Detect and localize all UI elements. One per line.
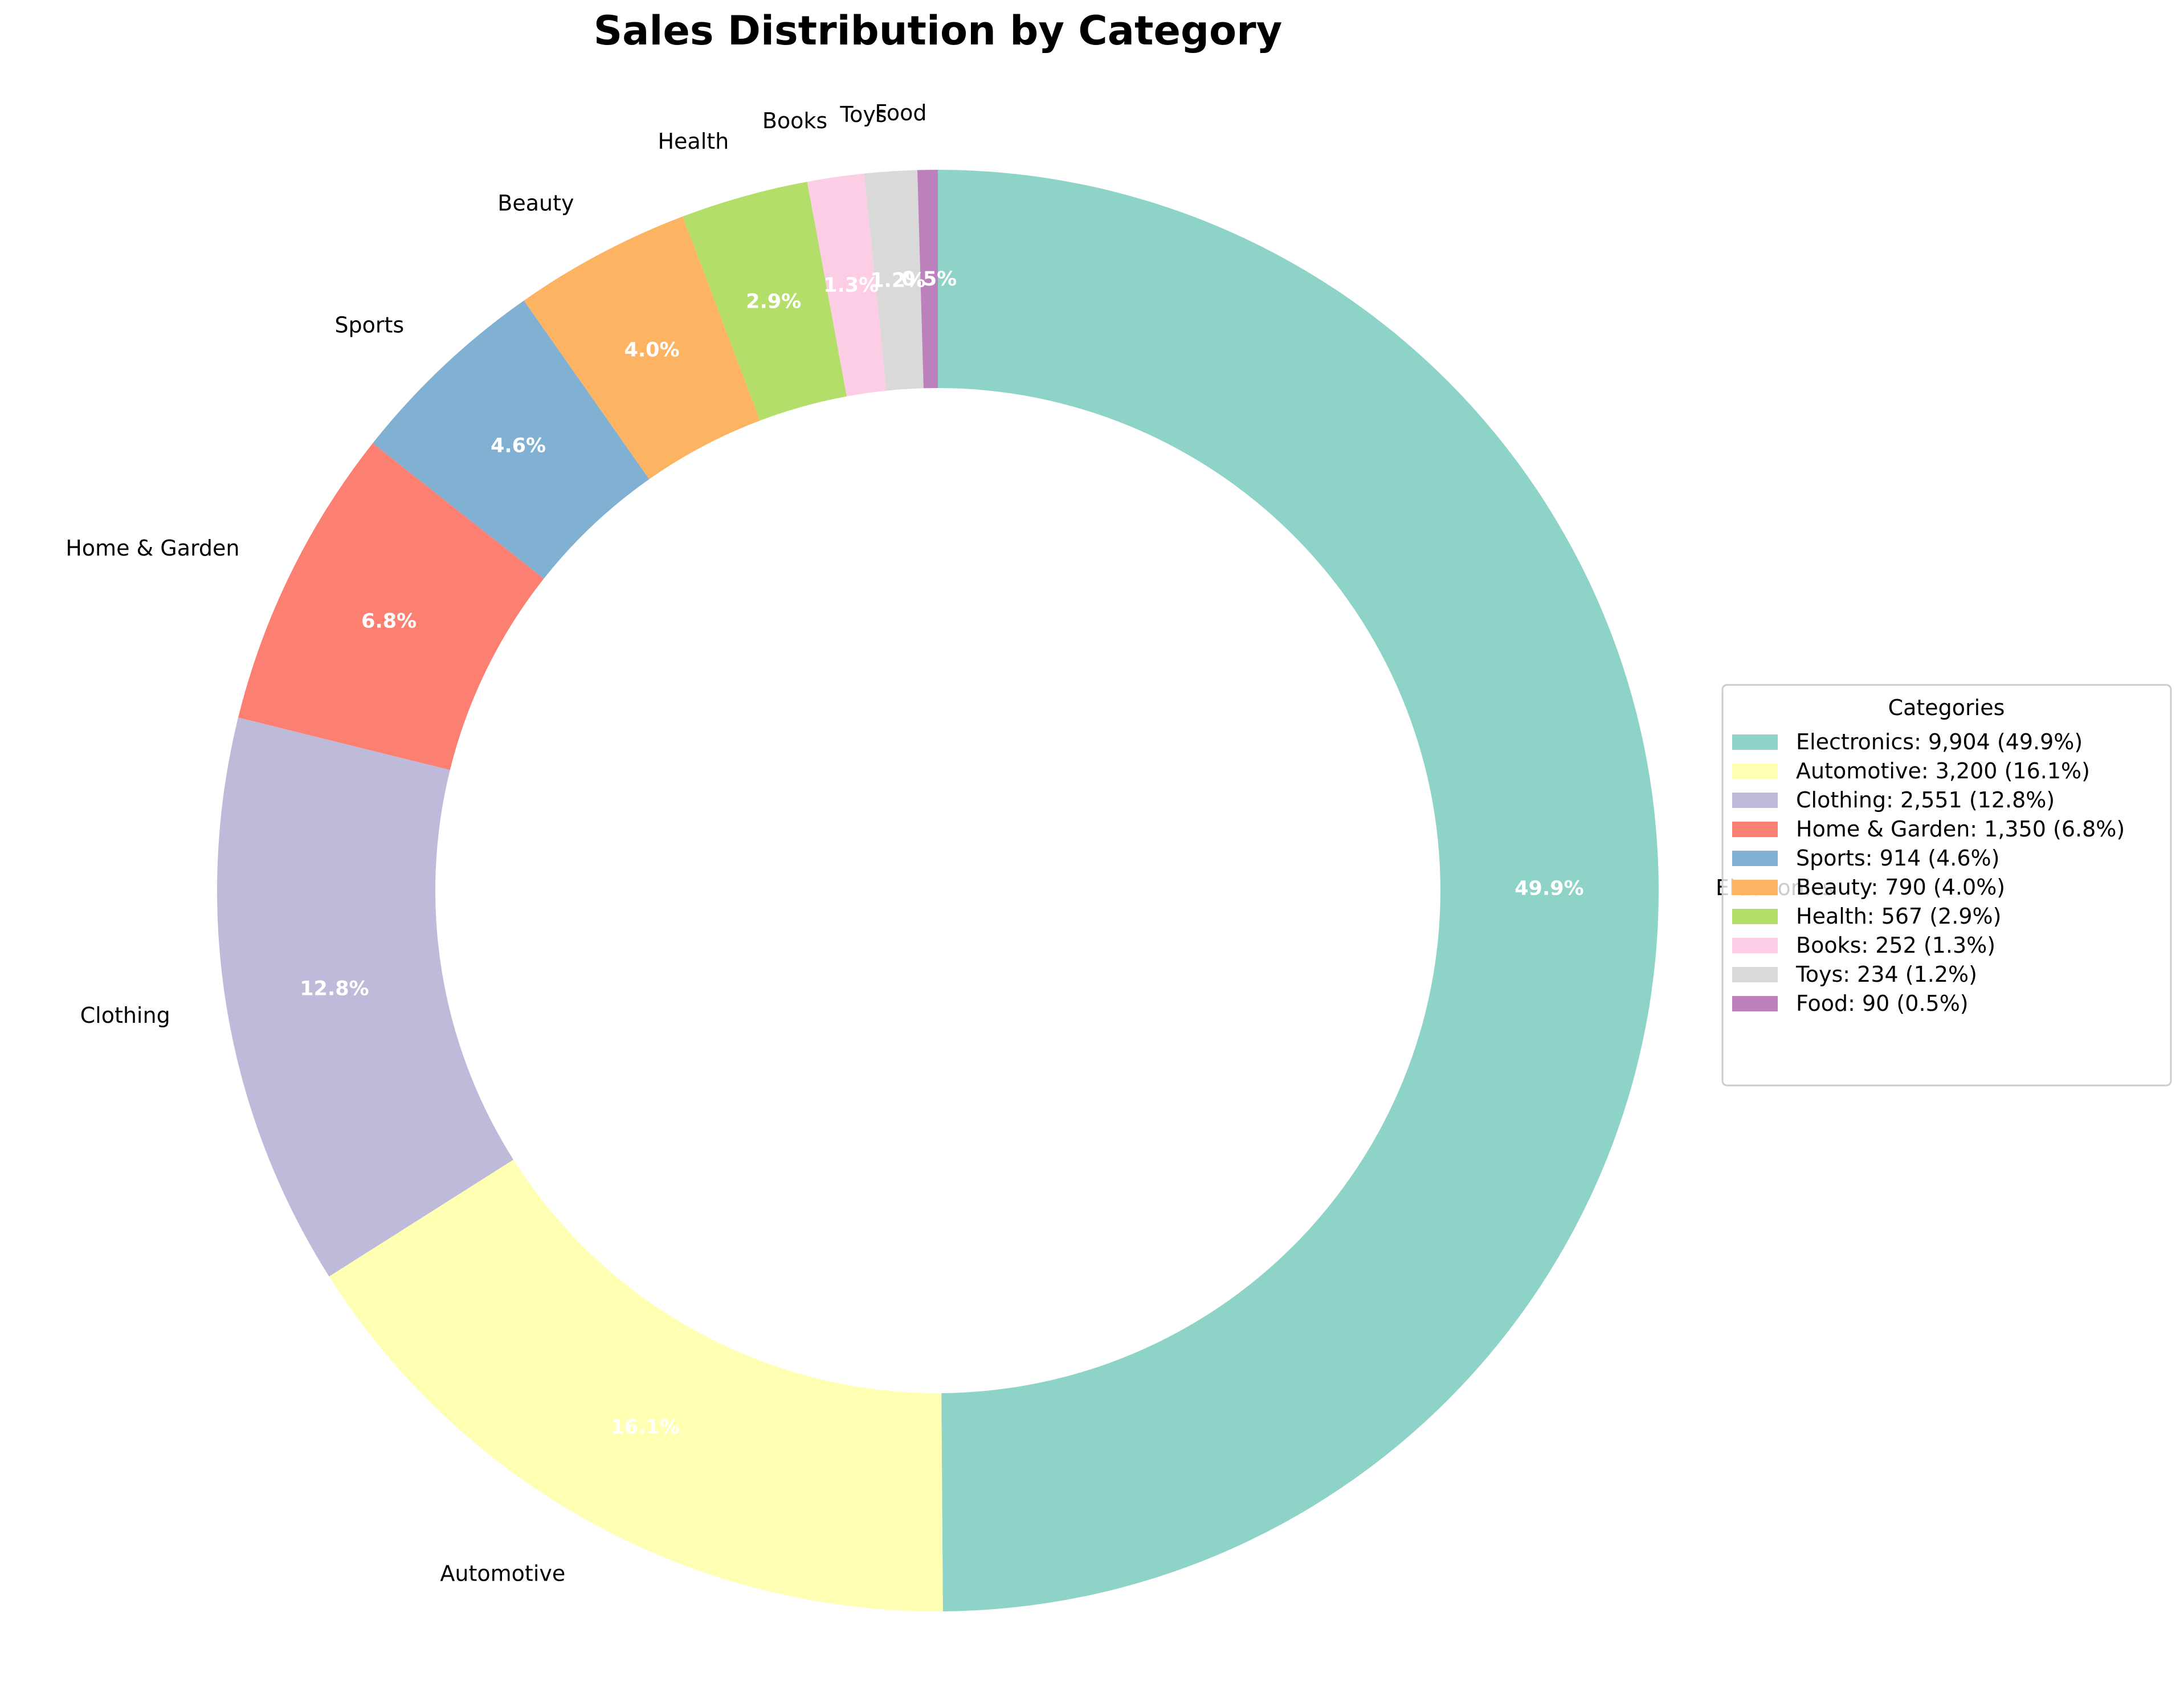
percent-label-sports: 4.6% [491,435,546,458]
legend-swatch-electronics [1732,734,1778,750]
legend-entry-toys: Toys: 234 (1.2%) [1795,962,1977,987]
label-automotive: Automotive [440,1561,565,1586]
legend-entry-home-and-garden: Home & Garden: 1,350 (6.8%) [1796,817,2125,842]
slice-automotive [329,1160,943,1611]
percent-label-food: 0.5% [901,268,957,291]
legend: Categories Electronics: 9,904 (49.9%) Aut… [1721,684,2172,1087]
percent-label-clothing: 12.8% [300,977,369,1000]
legend-swatch-sports [1732,851,1778,866]
slice-toys [864,170,924,391]
slice-sports [373,300,650,579]
legend-swatch-health [1732,909,1778,924]
legend-items: Electronics: 9,904 (49.9%) Automotive: 3,… [1732,729,2125,1016]
percent-label-books: 1.3% [823,274,879,297]
legend-entry-clothing: Clothing: 2,551 (12.8%) [1796,787,2055,813]
slice-books [807,173,887,397]
legend-entry-food: Food: 90 (0.5%) [1796,991,1969,1016]
percent-label-electronics: 49.9% [1514,877,1583,900]
legend-entry-automotive: Automotive: 3,200 (16.1%) [1796,758,2090,783]
legend-title: Categories [1888,695,2005,720]
label-food: Food [875,100,926,125]
legend-entry-beauty: Beauty: 790 (4.0%) [1796,875,2005,900]
legend-swatch-toys [1732,967,1778,982]
legend-entry-electronics: Electronics: 9,904 (49.9%) [1796,729,2083,754]
legend-swatch-automotive [1732,764,1778,779]
slice-home-and-garden [238,443,544,770]
legend-entry-books: Books: 252 (1.3%) [1796,933,1995,958]
label-home-and-garden: Home & Garden [66,536,239,561]
slice-beauty [524,216,760,479]
percent-label-beauty: 4.0% [624,339,680,362]
label-books: Books [762,108,827,133]
percent-label-toys: 1.2% [870,269,925,292]
percent-label-home-and-garden: 6.8% [361,610,417,632]
slice-food [917,170,938,389]
legend-swatch-books [1732,938,1778,953]
slice-electronics [938,170,1659,1611]
label-sports: Sports [334,312,404,337]
label-clothing: Clothing [80,1003,170,1028]
legend-swatch-beauty [1732,880,1778,895]
label-beauty: Beauty [497,191,574,216]
percent-label-automotive: 16.1% [610,1416,679,1439]
legend-swatch-home-and-garden [1732,822,1778,837]
legend-swatch-clothing [1732,793,1778,808]
percent-label-health: 2.9% [746,290,801,313]
legend-entry-health: Health: 567 (2.9%) [1796,904,2001,929]
chart-title: Sales Distribution by Category [594,7,1283,54]
slice-clothing [217,717,514,1277]
slices-group [217,170,1659,1611]
slice-health [683,181,847,421]
legend-entry-sports: Sports: 914 (4.6%) [1796,846,2000,871]
label-health: Health [658,129,729,154]
percent-labels-group: 49.9% 16.1% 12.8% 6.8% 4.6% 4.0% 2.9% 1.3%1.2%0… [300,268,1584,1439]
legend-swatch-food [1732,996,1778,1011]
label-toys: Toys [839,102,887,127]
legend-frame [1721,684,2172,1087]
